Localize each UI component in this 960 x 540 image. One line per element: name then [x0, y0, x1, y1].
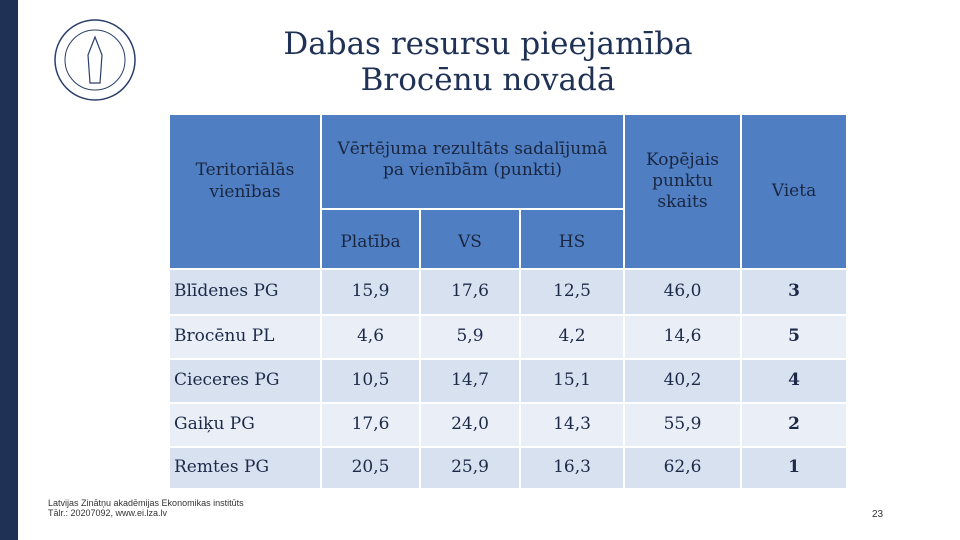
table-cell: 4,6	[322, 316, 419, 358]
row-label: Gaiķu PG	[170, 404, 320, 446]
header-cell: Teritoriālās vienības	[170, 115, 320, 268]
header-cell: Vieta	[742, 115, 846, 268]
footer-line: Latvijas Zinātņu akadēmijas Ekonomikas i…	[48, 498, 244, 508]
title-line: Brocēnu novadā	[360, 62, 616, 98]
header-cell: HS	[521, 210, 623, 268]
page-number: 23	[872, 509, 884, 520]
row-label: Cieceres PG	[170, 360, 320, 402]
row-label: Remtes PG	[170, 448, 320, 488]
table-cell: 3	[742, 270, 846, 314]
table-cell: 55,9	[625, 404, 740, 446]
table-cell: 24,0	[421, 404, 519, 446]
table-cell: 4,2	[521, 316, 623, 358]
table-cell: 46,0	[625, 270, 740, 314]
table-cell: 14,6	[625, 316, 740, 358]
table-cell: 62,6	[625, 448, 740, 488]
row-label: Blīdenes PG	[170, 270, 320, 314]
table-cell: 20,5	[322, 448, 419, 488]
table-cell: 15,1	[521, 360, 623, 402]
table-cell: 16,3	[521, 448, 623, 488]
table-cell: 17,6	[322, 404, 419, 446]
side-bar	[0, 0, 18, 540]
table-cell: 25,9	[421, 448, 519, 488]
table-cell: 5	[742, 316, 846, 358]
header-cell: Platība	[322, 210, 419, 268]
table-cell: 40,2	[625, 360, 740, 402]
title: Dabas resursu pieejamība Brocēnu novadā	[200, 26, 776, 98]
table-cell: 14,7	[421, 360, 519, 402]
table-cell: 12,5	[521, 270, 623, 314]
table-cell: 2	[742, 404, 846, 446]
footer: Latvijas Zinātņu akadēmijas Ekonomikas i…	[48, 498, 244, 518]
table-cell: 5,9	[421, 316, 519, 358]
row-label: Brocēnu PL	[170, 316, 320, 358]
logo	[54, 19, 136, 101]
header-cell: Vērtējuma rezultāts sadalījumā pa vienīb…	[322, 115, 623, 208]
title-line: Dabas resursu pieejamība	[283, 26, 693, 62]
table-cell: 17,6	[421, 270, 519, 314]
table-cell: 15,9	[322, 270, 419, 314]
table-cell: 14,3	[521, 404, 623, 446]
header-cell: Kopējais punktu skaits	[625, 115, 740, 268]
footer-line: Tālr.: 20207092, www.ei.lza.lv	[48, 508, 168, 518]
table-cell: 10,5	[322, 360, 419, 402]
table-cell: 4	[742, 360, 846, 402]
header-cell: VS	[421, 210, 519, 268]
table-cell: 1	[742, 448, 846, 488]
